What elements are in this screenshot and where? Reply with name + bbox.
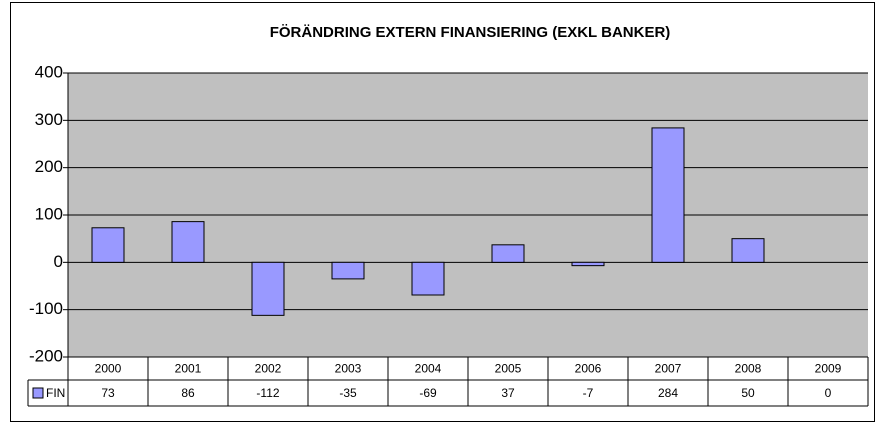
- table-value: 86: [181, 386, 195, 400]
- bar: [171, 221, 205, 263]
- table-value: 73: [101, 386, 115, 400]
- bar: [331, 261, 365, 280]
- x-tick-label: 2009: [815, 362, 842, 376]
- table-value: 0: [825, 386, 832, 400]
- table-value: -35: [339, 386, 357, 400]
- x-tick-label: 2008: [735, 362, 762, 376]
- y-tick-label: 100: [35, 204, 63, 223]
- y-tick-label: 200: [35, 157, 63, 176]
- table-value: -69: [419, 386, 437, 400]
- table-value: 37: [501, 386, 515, 400]
- x-tick-label: 2003: [335, 362, 362, 376]
- chart-title: FÖRÄNDRING EXTERN FINANSIERING (EXKL BAN…: [270, 24, 671, 41]
- table-value: 284: [658, 386, 678, 400]
- table-value: -112: [256, 386, 279, 400]
- bar: [651, 127, 685, 263]
- bar: [731, 238, 765, 263]
- legend-key: [32, 387, 44, 399]
- table-value: -7: [583, 386, 594, 400]
- y-tick-label: -200: [29, 346, 63, 365]
- x-tick-label: 2002: [255, 362, 282, 376]
- bar: [571, 261, 605, 267]
- y-tick-label: 0: [54, 252, 63, 271]
- bar: [491, 244, 525, 263]
- legend-label: FIN: [46, 386, 65, 400]
- y-tick-label: 400: [35, 62, 63, 81]
- bar: [411, 261, 445, 296]
- x-tick-label: 2006: [575, 362, 602, 376]
- bar: [251, 261, 285, 316]
- table-value: 50: [741, 386, 755, 400]
- x-tick-label: 2004: [415, 362, 442, 376]
- y-tick-label: 300: [35, 110, 63, 129]
- x-tick-label: 2005: [495, 362, 522, 376]
- y-tick-label: -100: [29, 299, 63, 318]
- bar: [91, 227, 125, 263]
- x-tick-label: 2007: [655, 362, 682, 376]
- x-tick-label: 2000: [95, 362, 122, 376]
- x-tick-label: 2001: [175, 362, 202, 376]
